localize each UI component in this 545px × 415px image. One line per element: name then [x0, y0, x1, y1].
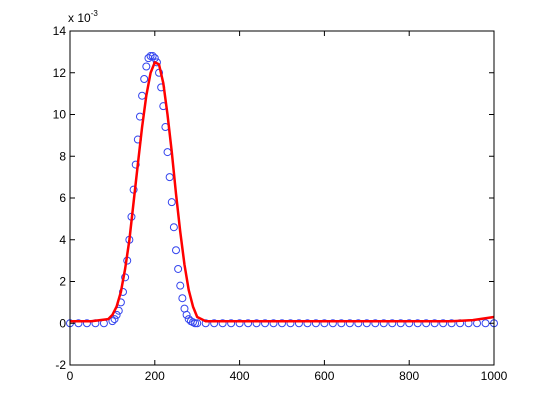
data-point	[278, 319, 286, 328]
data-point	[430, 319, 439, 328]
y-tick-label: -2	[55, 358, 66, 372]
data-point	[163, 148, 172, 157]
data-point	[201, 319, 210, 328]
data-point	[148, 52, 157, 61]
series-layer	[66, 52, 498, 328]
data-point	[362, 319, 371, 328]
data-point	[108, 317, 117, 326]
data-point	[140, 75, 149, 84]
data-point	[337, 319, 346, 328]
data-point	[413, 319, 422, 328]
data-point	[210, 319, 219, 328]
data-point	[142, 62, 151, 71]
data-point	[119, 287, 127, 296]
data-point	[286, 319, 295, 328]
fit-line	[70, 61, 495, 323]
y-tick-label: 2	[59, 275, 66, 289]
y-tick-label: 14	[53, 24, 67, 38]
data-point	[481, 319, 490, 328]
y-scale-exponent-label: x 10-3	[68, 9, 98, 25]
x-tick-label: 0	[67, 369, 74, 383]
data-point	[320, 319, 329, 328]
data-point	[138, 91, 147, 100]
data-point	[269, 319, 278, 328]
data-point	[193, 319, 202, 328]
data-point	[182, 310, 191, 319]
data-point	[405, 319, 414, 328]
data-point	[388, 319, 397, 328]
data-point	[294, 319, 303, 328]
y-tick-label: 10	[53, 108, 67, 122]
data-point	[328, 319, 337, 328]
y-tick-label: 4	[59, 233, 66, 247]
data-point	[252, 319, 261, 328]
data-point	[354, 319, 363, 328]
data-point	[144, 54, 153, 63]
data-point	[167, 198, 176, 207]
x-tick-label: 600	[314, 369, 334, 383]
data-point	[422, 319, 431, 328]
data-point	[379, 319, 388, 328]
data-point	[191, 319, 200, 328]
y-tick-label: 0	[59, 316, 66, 330]
data-point	[371, 319, 380, 328]
x-tick-label: 800	[399, 369, 419, 383]
data-point	[311, 319, 320, 328]
data-point	[165, 173, 174, 182]
y-tick-label: 12	[53, 66, 67, 80]
data-point	[218, 319, 227, 328]
data-point	[178, 294, 187, 303]
x-tick-label: 1000	[481, 369, 508, 383]
data-point	[303, 319, 312, 328]
y-tick-label: 6	[59, 191, 66, 205]
data-point	[447, 319, 456, 328]
data-point	[174, 264, 183, 273]
data-point	[227, 319, 236, 328]
data-point	[176, 281, 185, 290]
data-point	[439, 319, 448, 328]
data-point	[345, 319, 354, 328]
data-point	[235, 319, 244, 328]
data-point	[131, 160, 140, 169]
data-point	[244, 319, 253, 328]
data-point	[82, 319, 91, 328]
data-point	[146, 52, 155, 61]
data-point	[261, 319, 270, 328]
data-point	[396, 319, 405, 328]
data-point	[169, 223, 178, 232]
x-tick-label: 200	[145, 369, 165, 383]
x-tick-label: 400	[230, 369, 250, 383]
y-tick-label: 8	[59, 149, 66, 163]
data-point	[152, 58, 161, 67]
data-point	[110, 315, 119, 324]
data-point	[172, 246, 180, 255]
